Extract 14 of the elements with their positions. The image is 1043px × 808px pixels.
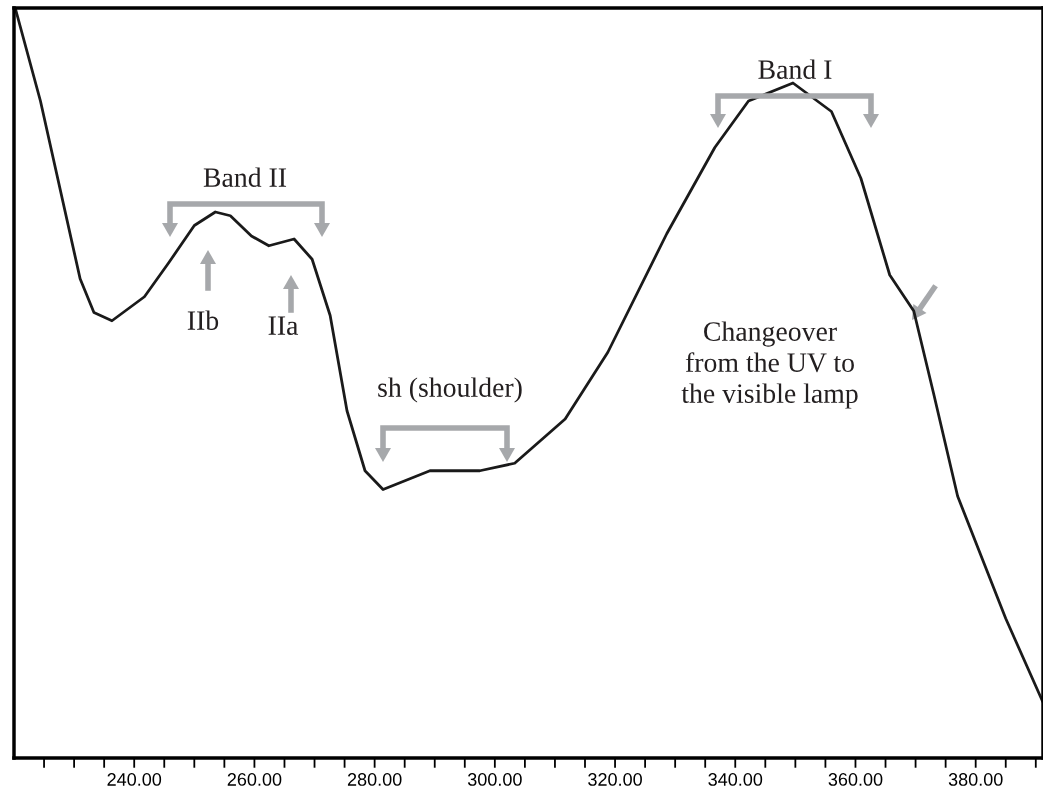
annotation: sh (shoulder) xyxy=(378,377,522,403)
x-tick-label: 380.00 xyxy=(948,773,1003,786)
x-tick-label: 300.00 xyxy=(467,773,522,786)
x-tick-label: 360.00 xyxy=(828,773,883,786)
annotation: Band II xyxy=(203,167,287,187)
annotation: IIb xyxy=(187,310,219,330)
x-tick-label: 240.00 xyxy=(107,773,162,786)
x-tick-label: 320.00 xyxy=(588,773,642,786)
annotation: Band I xyxy=(758,59,832,79)
x-tick-label: 340.00 xyxy=(708,773,763,786)
x-tick-label: 280.00 xyxy=(347,773,402,786)
annotation: Changeover from the UV to the visible lamp xyxy=(681,321,858,409)
annotation: IIa xyxy=(268,316,299,335)
x-tick-label: 260.00 xyxy=(227,773,282,786)
